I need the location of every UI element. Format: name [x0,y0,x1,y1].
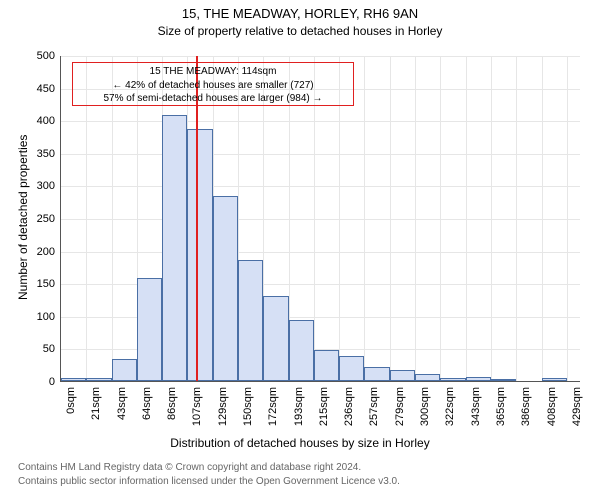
ytick-label: 450 [37,83,55,95]
x-axis-label: Distribution of detached houses by size … [0,436,600,450]
histogram-bar [390,370,415,381]
histogram-bar [187,129,212,381]
xtick-label: 129sqm [217,387,229,426]
xtick-label: 193sqm [293,387,305,426]
ytick-label: 200 [37,246,55,258]
xtick-label: 43sqm [116,387,128,420]
xtick-label: 300sqm [419,387,431,426]
gridline-v [364,56,365,381]
gridline-h [61,252,580,253]
gridline-v [491,56,492,381]
histogram-bar [238,260,263,381]
histogram-bar [415,374,440,381]
histogram-bar [289,320,314,381]
xtick-label: 64sqm [141,387,153,420]
gridline-v [466,56,467,381]
gridline-h [61,121,580,122]
xtick-label: 322sqm [444,387,456,426]
chart-subtitle: Size of property relative to detached ho… [0,24,600,38]
ytick-label: 500 [37,50,55,62]
gridline-v [440,56,441,381]
ytick-label: 350 [37,148,55,160]
gridline-v [567,56,568,381]
histogram-bar [466,377,491,381]
xtick-label: 386sqm [520,387,532,426]
ytick-label: 250 [37,213,55,225]
footnote-1: Contains HM Land Registry data © Crown c… [18,462,361,473]
xtick-label: 107sqm [191,387,203,426]
gridline-v [542,56,543,381]
histogram-bar [61,378,86,381]
footnote-2: Contains public sector information licen… [18,476,400,487]
gridline-h [61,56,580,57]
histogram-bar [213,196,238,381]
gridline-v [390,56,391,381]
ytick-label: 50 [43,343,55,355]
chart-title: 15, THE MEADWAY, HORLEY, RH6 9AN [0,6,600,21]
histogram-bar [86,378,111,381]
ytick-label: 0 [49,376,55,388]
ytick-label: 400 [37,115,55,127]
xtick-label: 408sqm [546,387,558,426]
xtick-label: 279sqm [394,387,406,426]
annotation-box: 15 THE MEADWAY: 114sqm ← 42% of detached… [72,62,354,106]
annotation-line-2: ← 42% of detached houses are smaller (72… [77,79,349,93]
gridline-h [61,154,580,155]
histogram-bar [542,378,567,381]
gridline-h [61,186,580,187]
y-axis-label: Number of detached properties [16,135,30,300]
xtick-label: 343sqm [470,387,482,426]
annotation-line-3: 57% of semi-detached houses are larger (… [77,92,349,106]
ytick-label: 100 [37,311,55,323]
xtick-label: 21sqm [90,387,102,420]
histogram-bar [491,379,516,381]
gridline-h [61,219,580,220]
gridline-v [415,56,416,381]
xtick-label: 236sqm [343,387,355,426]
xtick-label: 429sqm [571,387,583,426]
xtick-label: 86sqm [166,387,178,420]
xtick-label: 150sqm [242,387,254,426]
histogram-bar [314,350,339,381]
xtick-label: 257sqm [368,387,380,426]
histogram-bar [440,378,465,381]
gridline-v [516,56,517,381]
chart-container: 15, THE MEADWAY, HORLEY, RH6 9AN Size of… [0,0,600,500]
histogram-bar [263,296,288,381]
xtick-label: 172sqm [267,387,279,426]
ytick-label: 150 [37,278,55,290]
xtick-label: 0sqm [65,387,77,414]
xtick-label: 215sqm [318,387,330,426]
annotation-line-1: 15 THE MEADWAY: 114sqm [77,65,349,79]
histogram-bar [339,356,364,381]
ytick-label: 300 [37,180,55,192]
histogram-bar [112,359,137,381]
histogram-bar [162,115,187,381]
xtick-label: 365sqm [495,387,507,426]
histogram-bar [137,278,162,381]
histogram-bar [364,367,389,381]
